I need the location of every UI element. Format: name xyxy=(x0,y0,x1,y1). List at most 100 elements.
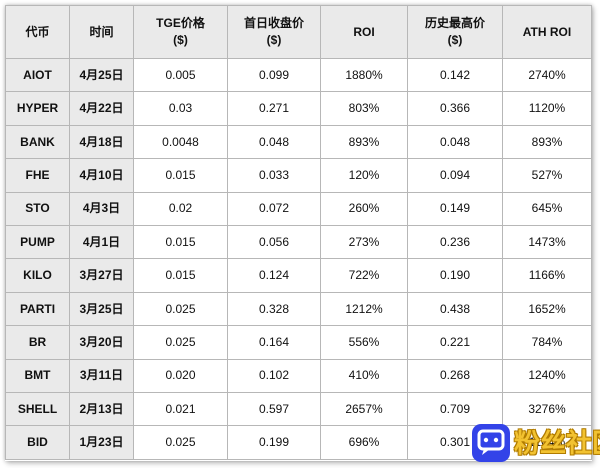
cell-tge-price: 0.005 xyxy=(133,57,228,93)
table-frame: 代币 时间 TGE价格 ($) 首日收盘价 ($) ROI 历史最高价 xyxy=(5,5,592,461)
table-row: STO 4月3日 0.02 0.072 260% 0.149 645% xyxy=(5,191,592,227)
column-header-tge-price: TGE价格 ($) xyxy=(133,5,228,59)
cell-roi: 1212% xyxy=(320,291,408,327)
cell-token: BID xyxy=(5,425,70,460)
cell-roi: 410% xyxy=(320,358,408,394)
table-row: BR 3月20日 0.025 0.164 556% 0.221 784% xyxy=(5,325,592,360)
cell-all-time-high: 0.366 xyxy=(407,91,503,126)
cell-ath-roi: 1652% xyxy=(502,291,592,327)
cell-token: FHE xyxy=(5,158,70,193)
cell-date: 3月11日 xyxy=(69,358,134,394)
cell-date: 4月18日 xyxy=(69,124,134,160)
cell-token: STO xyxy=(5,191,70,227)
tge-performance-table: 代币 时间 TGE价格 ($) 首日收盘价 ($) ROI 历史最高价 xyxy=(5,5,592,460)
cell-all-time-high: 0.221 xyxy=(407,325,503,360)
cell-token: BANK xyxy=(5,124,70,160)
column-header-first-day-close: 首日收盘价 ($) xyxy=(227,5,321,59)
cell-first-day-close: 0.271 xyxy=(227,91,321,126)
cell-ath-roi: 1240% xyxy=(502,358,592,394)
cell-date: 1月23日 xyxy=(69,425,134,460)
cell-ath-roi: 784% xyxy=(502,325,592,360)
cell-all-time-high: 0.268 xyxy=(407,358,503,394)
cell-tge-price: 0.015 xyxy=(133,225,228,260)
cell-first-day-close: 0.048 xyxy=(227,124,321,160)
cell-ath-roi: 527% xyxy=(502,158,592,193)
cell-tge-price: 0.025 xyxy=(133,325,228,360)
cell-tge-price: 0.020 xyxy=(133,358,228,394)
column-header-label: 时间 xyxy=(89,24,114,39)
cell-roi: 722% xyxy=(320,258,408,293)
cell-all-time-high: 0.142 xyxy=(407,57,503,93)
table-row: KILO 3月27日 0.015 0.124 722% 0.190 1166% xyxy=(5,258,592,293)
cell-date: 3月25日 xyxy=(69,291,134,327)
cell-date: 3月20日 xyxy=(69,325,134,360)
column-header-roi: ROI xyxy=(320,5,408,59)
table-row: HYPER 4月22日 0.03 0.271 803% 0.366 1120% xyxy=(5,91,592,126)
cell-ath-roi: 1473% xyxy=(502,225,592,260)
cell-ath-roi: 1120% xyxy=(502,91,592,126)
cell-all-time-high: 0.709 xyxy=(407,392,503,427)
cell-all-time-high: 0.094 xyxy=(407,158,503,193)
cell-first-day-close: 0.099 xyxy=(227,57,321,93)
cell-date: 4月10日 xyxy=(69,158,134,193)
column-header-label: ATH ROI xyxy=(522,24,572,39)
cell-all-time-high: 0.149 xyxy=(407,191,503,227)
cell-first-day-close: 0.033 xyxy=(227,158,321,193)
chat-bubble-logo-icon xyxy=(472,424,510,462)
watermark: 粉丝社区 xyxy=(472,424,600,468)
cell-token: AIOT xyxy=(5,57,70,93)
cell-token: KILO xyxy=(5,258,70,293)
cell-roi: 2657% xyxy=(320,392,408,427)
cell-all-time-high: 0.048 xyxy=(407,124,503,160)
cell-token: HYPER xyxy=(5,91,70,126)
table-row: BMT 3月11日 0.020 0.102 410% 0.268 1240% xyxy=(5,358,592,394)
cell-token: SHELL xyxy=(5,392,70,427)
cell-token: BMT xyxy=(5,358,70,394)
cell-tge-price: 0.03 xyxy=(133,91,228,126)
cell-first-day-close: 0.124 xyxy=(227,258,321,293)
column-header-date: 时间 xyxy=(69,5,134,59)
cell-ath-roi: 893% xyxy=(502,124,592,160)
cell-all-time-high: 0.190 xyxy=(407,258,503,293)
cell-first-day-close: 0.597 xyxy=(227,392,321,427)
cell-first-day-close: 0.056 xyxy=(227,225,321,260)
cell-date: 4月22日 xyxy=(69,91,134,126)
cell-ath-roi: 3276% xyxy=(502,392,592,427)
cell-date: 4月3日 xyxy=(69,191,134,227)
cell-tge-price: 0.0048 xyxy=(133,124,228,160)
cell-ath-roi: 1104% xyxy=(502,425,592,460)
table-row: FHE 4月10日 0.015 0.033 120% 0.094 527% xyxy=(5,158,592,193)
cell-token: PUMP xyxy=(5,225,70,260)
cell-roi: 556% xyxy=(320,325,408,360)
cell-roi: 893% xyxy=(320,124,408,160)
column-header-label: 历史最高价 xyxy=(424,16,485,30)
cell-first-day-close: 0.164 xyxy=(227,325,321,360)
cell-ath-roi: 645% xyxy=(502,191,592,227)
column-header-label: 首日收盘价 xyxy=(243,16,304,30)
cell-date: 4月25日 xyxy=(69,57,134,93)
watermark-text: 粉丝社区 xyxy=(514,428,600,458)
cell-ath-roi: 2740% xyxy=(502,57,592,93)
cell-roi: 1880% xyxy=(320,57,408,93)
column-header-unit: ($) xyxy=(173,33,188,47)
column-header-label: ROI xyxy=(353,24,375,39)
cell-all-time-high: 0.438 xyxy=(407,291,503,327)
column-header-ath-roi: ATH ROI xyxy=(502,5,592,59)
cell-tge-price: 0.025 xyxy=(133,291,228,327)
cell-first-day-close: 0.328 xyxy=(227,291,321,327)
cell-ath-roi: 1166% xyxy=(502,258,592,293)
cell-tge-price: 0.015 xyxy=(133,158,228,193)
cell-date: 3月27日 xyxy=(69,258,134,293)
table-header-row: 代币 时间 TGE价格 ($) 首日收盘价 ($) ROI 历史最高价 xyxy=(5,5,592,59)
cell-token: PARTI xyxy=(5,291,70,327)
table-row: AIOT 4月25日 0.005 0.099 1880% 0.142 2740% xyxy=(5,57,592,93)
cell-roi: 803% xyxy=(320,91,408,126)
table-row: PARTI 3月25日 0.025 0.328 1212% 0.438 1652% xyxy=(5,291,592,327)
cell-first-day-close: 0.072 xyxy=(227,191,321,227)
cell-roi: 696% xyxy=(320,425,408,460)
column-header-unit: ($) xyxy=(266,33,282,47)
cell-tge-price: 0.021 xyxy=(133,392,228,427)
cell-first-day-close: 0.199 xyxy=(227,425,321,460)
cell-roi: 260% xyxy=(320,191,408,227)
column-header-label: TGE价格 xyxy=(156,16,205,30)
